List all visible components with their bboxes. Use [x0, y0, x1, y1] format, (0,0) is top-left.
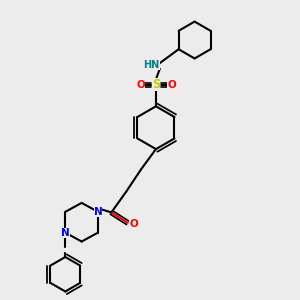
- Text: S: S: [152, 78, 160, 91]
- Text: O: O: [129, 219, 138, 229]
- Text: N: N: [61, 228, 70, 238]
- Text: O: O: [136, 80, 145, 90]
- Text: HN: HN: [143, 60, 160, 70]
- Text: N: N: [94, 207, 102, 217]
- Text: O: O: [167, 80, 176, 90]
